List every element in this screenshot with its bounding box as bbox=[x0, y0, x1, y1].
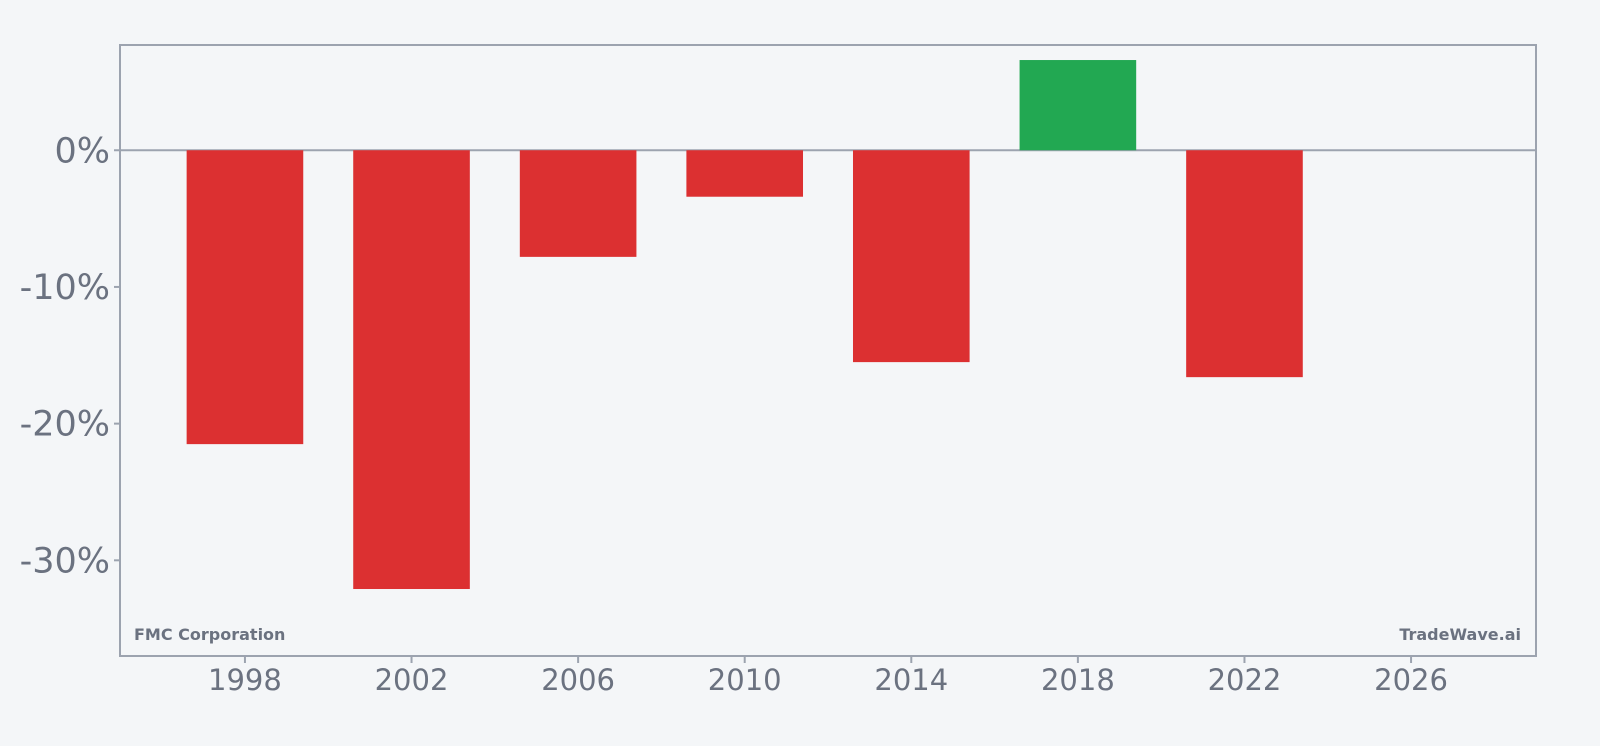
bar-2002 bbox=[353, 150, 470, 590]
bar-2022 bbox=[1186, 150, 1303, 378]
y-tick-label: 0% bbox=[54, 131, 110, 171]
x-tick-label: 2026 bbox=[1374, 663, 1448, 697]
x-tick-label: 2006 bbox=[541, 663, 615, 697]
x-tick-label: 2010 bbox=[708, 663, 782, 697]
plot-frame bbox=[119, 44, 1537, 657]
bar-2006 bbox=[519, 150, 637, 257]
bar-2010 bbox=[686, 150, 804, 197]
x-tick-label: 2022 bbox=[1208, 663, 1282, 697]
x-tick-label: 1998 bbox=[208, 663, 282, 697]
company-watermark: FMC Corporation bbox=[134, 625, 285, 644]
x-axis: 1998 2002 2006 2010 2014 2018 2022 2026 bbox=[208, 656, 1448, 697]
y-tick-label: -30% bbox=[20, 541, 110, 581]
bar-2014 bbox=[852, 150, 970, 363]
bars-group bbox=[186, 60, 1303, 590]
brand-watermark: TradeWave.ai bbox=[1399, 625, 1521, 644]
y-tick-label: -10% bbox=[20, 268, 110, 308]
y-tick-label: -20% bbox=[20, 405, 110, 445]
x-tick-label: 2014 bbox=[874, 663, 948, 697]
y-axis: 0% -10% -20% -30% bbox=[20, 131, 120, 581]
x-tick-label: 2018 bbox=[1041, 663, 1115, 697]
bar-2018 bbox=[1019, 60, 1137, 151]
bar-1998 bbox=[186, 150, 304, 445]
x-tick-label: 2002 bbox=[375, 663, 449, 697]
